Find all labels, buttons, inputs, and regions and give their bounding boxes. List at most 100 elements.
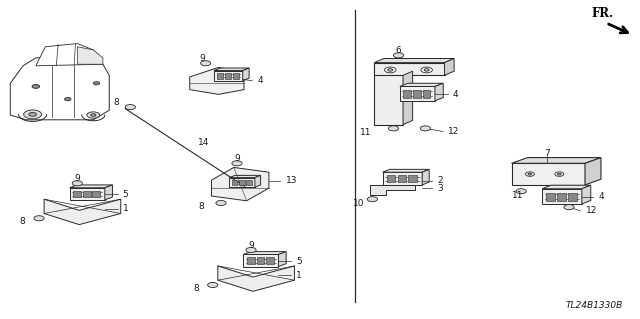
Text: 14: 14 xyxy=(198,138,209,147)
Bar xyxy=(408,175,417,182)
Circle shape xyxy=(87,112,100,118)
Circle shape xyxy=(420,126,431,131)
Circle shape xyxy=(564,204,574,210)
Polygon shape xyxy=(44,199,121,225)
Circle shape xyxy=(555,172,564,176)
Circle shape xyxy=(394,53,404,58)
Polygon shape xyxy=(243,255,278,267)
Circle shape xyxy=(385,67,396,73)
Polygon shape xyxy=(36,44,103,66)
Polygon shape xyxy=(211,167,269,201)
Circle shape xyxy=(65,98,71,101)
Polygon shape xyxy=(229,175,260,178)
Bar xyxy=(73,191,81,197)
Circle shape xyxy=(525,172,534,176)
Circle shape xyxy=(200,61,211,66)
Polygon shape xyxy=(374,63,403,124)
Text: 9: 9 xyxy=(74,174,80,183)
Polygon shape xyxy=(445,58,454,75)
Bar xyxy=(266,257,274,264)
Bar xyxy=(557,193,566,201)
Circle shape xyxy=(93,82,100,85)
Text: 5: 5 xyxy=(123,190,129,199)
Polygon shape xyxy=(229,178,255,187)
Bar xyxy=(257,257,264,264)
Text: 4: 4 xyxy=(598,192,604,202)
Polygon shape xyxy=(243,252,286,255)
Bar xyxy=(217,73,223,79)
Bar xyxy=(246,180,252,185)
Polygon shape xyxy=(422,169,429,185)
Polygon shape xyxy=(189,67,244,94)
Polygon shape xyxy=(105,185,113,200)
Polygon shape xyxy=(582,185,591,204)
Text: 8: 8 xyxy=(19,217,25,226)
Text: FR.: FR. xyxy=(592,7,614,20)
Circle shape xyxy=(207,282,218,287)
Circle shape xyxy=(421,67,433,73)
Text: 4: 4 xyxy=(257,76,263,85)
Polygon shape xyxy=(511,158,601,163)
Text: 6: 6 xyxy=(396,46,401,56)
Polygon shape xyxy=(77,47,103,64)
Circle shape xyxy=(367,197,378,202)
Circle shape xyxy=(246,248,256,253)
Circle shape xyxy=(24,110,42,119)
Text: 9: 9 xyxy=(200,54,205,63)
Text: 1: 1 xyxy=(296,271,302,280)
Bar xyxy=(239,180,244,185)
Bar xyxy=(546,193,555,201)
Text: 12: 12 xyxy=(586,206,597,215)
Bar xyxy=(397,175,406,182)
Polygon shape xyxy=(511,163,585,185)
Text: 11: 11 xyxy=(512,191,524,200)
Polygon shape xyxy=(214,68,249,70)
Text: 10: 10 xyxy=(353,199,365,208)
Text: TL24B1330B: TL24B1330B xyxy=(566,301,623,310)
Bar xyxy=(413,90,421,98)
Polygon shape xyxy=(542,189,582,204)
Polygon shape xyxy=(435,83,444,101)
Bar xyxy=(568,193,577,201)
Text: 8: 8 xyxy=(193,284,198,293)
Polygon shape xyxy=(370,185,415,196)
Text: 2: 2 xyxy=(438,176,443,185)
Text: 9: 9 xyxy=(234,154,240,163)
Polygon shape xyxy=(383,172,422,185)
Polygon shape xyxy=(403,71,413,124)
Circle shape xyxy=(125,105,136,110)
Text: 12: 12 xyxy=(449,127,460,136)
Circle shape xyxy=(528,173,532,175)
Circle shape xyxy=(232,161,242,166)
Text: 4: 4 xyxy=(453,90,458,99)
Text: 1: 1 xyxy=(123,204,129,213)
Bar xyxy=(387,175,396,182)
Circle shape xyxy=(388,126,399,131)
Text: 13: 13 xyxy=(285,176,297,185)
Polygon shape xyxy=(70,185,113,188)
Bar xyxy=(422,90,430,98)
Polygon shape xyxy=(278,252,286,267)
Polygon shape xyxy=(214,70,243,81)
Bar xyxy=(247,257,255,264)
Circle shape xyxy=(557,173,561,175)
Bar xyxy=(93,191,100,197)
Circle shape xyxy=(388,69,393,71)
Bar xyxy=(232,180,237,185)
Polygon shape xyxy=(218,266,294,291)
Text: 8: 8 xyxy=(113,99,119,108)
Polygon shape xyxy=(255,175,260,187)
Polygon shape xyxy=(70,188,105,200)
Bar xyxy=(225,73,231,79)
Circle shape xyxy=(29,113,36,116)
Circle shape xyxy=(72,181,83,186)
Text: 5: 5 xyxy=(296,257,302,266)
Text: 11: 11 xyxy=(360,128,371,137)
Bar xyxy=(233,73,239,79)
Text: 7: 7 xyxy=(544,149,550,158)
Polygon shape xyxy=(400,86,435,101)
Polygon shape xyxy=(10,56,109,120)
Polygon shape xyxy=(374,58,454,63)
Polygon shape xyxy=(374,63,445,75)
Text: 8: 8 xyxy=(198,202,204,211)
